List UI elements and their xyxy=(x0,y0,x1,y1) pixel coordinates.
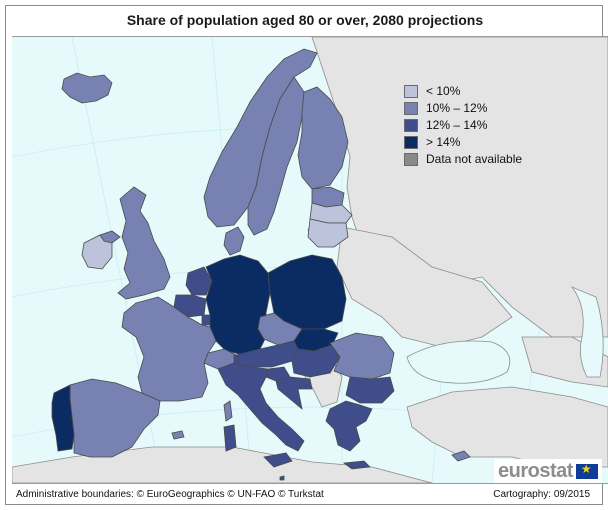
legend-swatch xyxy=(404,136,418,149)
non-eu-land xyxy=(12,37,608,483)
legend-swatch xyxy=(404,119,418,132)
map-title: Share of population aged 80 or over, 208… xyxy=(126,12,484,28)
legend-label: > 14% xyxy=(426,135,461,149)
lithuania xyxy=(307,218,349,248)
luxembourg xyxy=(201,314,211,326)
caspian-sea xyxy=(570,286,604,378)
romania xyxy=(329,332,395,380)
cyprus xyxy=(451,450,471,462)
legend-item: Data not available xyxy=(404,152,522,169)
legend-item: < 10% xyxy=(404,84,522,101)
corsica xyxy=(223,400,233,422)
croatia xyxy=(275,376,313,411)
black-sea xyxy=(406,340,511,384)
boundaries-credit: Administrative boundaries: © EuroGeograp… xyxy=(16,489,324,500)
brand-name: eurostat xyxy=(498,459,573,482)
legend-label: < 10% xyxy=(426,84,461,98)
iceland xyxy=(61,72,113,104)
sardinia xyxy=(223,424,237,452)
legend-item: 10% – 12% xyxy=(404,101,522,118)
netherlands xyxy=(185,266,213,296)
figure-frame: Share of population aged 80 or over, 208… xyxy=(5,5,608,505)
eurostat-logo: eurostat xyxy=(494,459,602,483)
legend-label: 12% – 14% xyxy=(426,118,488,132)
map-legend: < 10% 10% – 12% 12% – 14% > 14% Data not… xyxy=(404,84,522,169)
greece xyxy=(325,400,373,452)
portugal xyxy=(51,384,75,452)
choropleth-map xyxy=(12,37,608,483)
bulgaria xyxy=(345,376,395,404)
legend-item: 12% – 14% xyxy=(404,118,522,135)
eu-countries xyxy=(51,48,471,481)
france xyxy=(121,296,217,402)
balearic-islands xyxy=(171,430,185,440)
legend-item: > 14% xyxy=(404,135,522,152)
legend-swatch xyxy=(404,85,418,98)
denmark xyxy=(223,226,245,256)
italy xyxy=(217,362,305,452)
malta xyxy=(279,475,285,481)
legend-label: 10% – 12% xyxy=(426,101,488,115)
sicily xyxy=(263,452,293,468)
northern-ireland xyxy=(99,230,121,244)
crete xyxy=(342,460,371,470)
cartography-date: Cartography: 09/2015 xyxy=(493,489,590,500)
eu-flag-icon xyxy=(575,462,598,479)
united-kingdom xyxy=(117,186,171,300)
liechtenstein xyxy=(233,354,239,362)
legend-label: Data not available xyxy=(426,152,523,166)
map-area xyxy=(12,36,608,484)
finland xyxy=(297,86,349,190)
legend-swatch xyxy=(404,153,418,166)
legend-swatch xyxy=(404,102,418,115)
sweden xyxy=(247,76,305,236)
